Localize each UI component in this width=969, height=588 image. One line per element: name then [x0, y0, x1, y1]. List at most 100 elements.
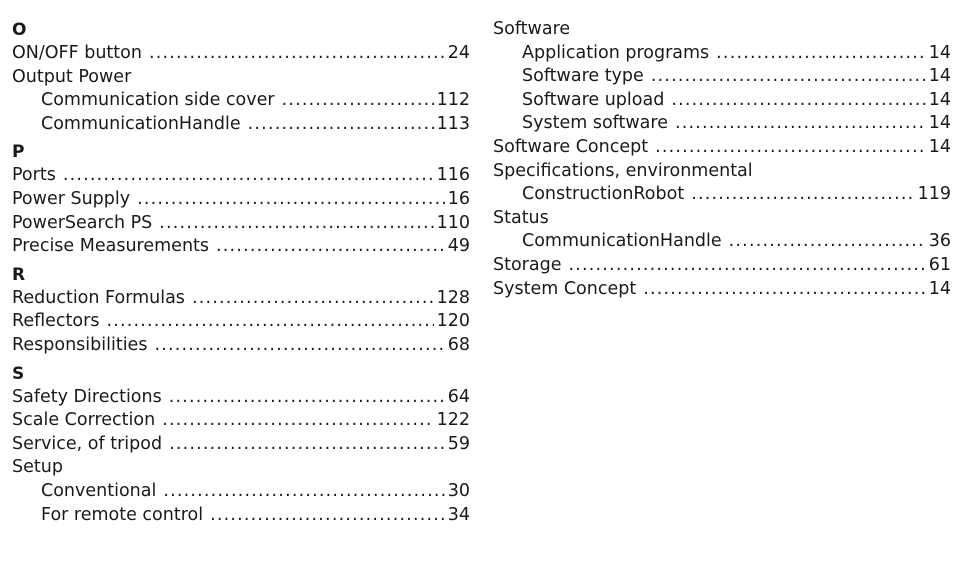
index-subentry: System software 14 — [493, 112, 951, 136]
entry-label: Service, of tripod — [12, 433, 163, 454]
entry-label: Storage — [493, 254, 562, 275]
entry-label: Reduction Formulas — [12, 287, 185, 308]
entry-page: 14 — [928, 136, 951, 157]
entry-label: ConstructionRobot — [522, 184, 685, 205]
index-subentry: Software upload 14 — [493, 89, 951, 113]
index-entry: Precise Measurements 49 — [12, 235, 470, 259]
section-letter-p: P — [12, 142, 25, 163]
entry-label: Safety Directions — [12, 386, 162, 407]
entry-page: 128 — [436, 287, 470, 308]
entry-page: 112 — [436, 90, 470, 111]
entry-label: Application programs — [522, 42, 710, 63]
dot-leader — [106, 310, 433, 334]
index-entry: Reduction Formulas 128 — [12, 287, 470, 311]
section-letter-o: O — [12, 20, 27, 40]
dot-leader — [675, 112, 926, 136]
entry-page: 24 — [447, 43, 470, 63]
entry-label: CommunicationHandle — [41, 113, 241, 134]
index-entry: Power Supply 16 — [12, 188, 470, 212]
index-column-right: Software Application programs 14 Softwar… — [493, 18, 951, 301]
index-entry: Status — [493, 207, 951, 231]
dot-leader — [216, 235, 445, 259]
index-entry: Responsibilities 68 — [12, 334, 470, 358]
dot-leader — [210, 504, 445, 528]
dot-leader — [671, 89, 925, 113]
entry-page: 14 — [928, 89, 951, 110]
entry-page: 110 — [436, 212, 470, 233]
entry-page: 34 — [447, 504, 470, 525]
index-entry: Ports 116 — [12, 164, 470, 188]
entry-label: ON/OFF button — [12, 43, 142, 63]
dot-leader — [137, 188, 445, 212]
dot-leader — [655, 136, 926, 160]
dot-leader — [149, 42, 445, 66]
entry-page: 49 — [447, 236, 470, 257]
dot-leader — [282, 89, 434, 113]
index-entry: Output Power — [12, 66, 470, 90]
entry-label: Reflectors — [12, 311, 100, 332]
entry-page: 14 — [928, 66, 951, 87]
index-subentry: Software type 14 — [493, 65, 951, 89]
index-subentry: ConstructionRobot 119 — [493, 183, 951, 207]
index-subentry: For remote control 34 — [12, 504, 470, 528]
entry-label: Output Power — [12, 66, 132, 87]
entry-page: 113 — [436, 113, 470, 134]
dot-leader — [154, 334, 444, 358]
entry-page: 16 — [447, 188, 470, 209]
entry-label: Scale Correction — [12, 410, 156, 431]
index-subentry: Application programs 14 — [493, 42, 951, 66]
entry-label: Setup — [12, 457, 63, 478]
entry-label: Software upload — [522, 89, 665, 110]
entry-label: CommunicationHandle — [522, 231, 722, 252]
index-entry: System Concept 14 — [493, 278, 951, 302]
index-entry: Software — [493, 18, 951, 42]
dot-leader — [643, 278, 926, 302]
index-entry: Setup — [12, 456, 470, 480]
dot-leader — [248, 113, 434, 137]
dot-leader — [163, 480, 444, 504]
entry-page: 119 — [917, 184, 951, 205]
index-entry: ON/OFF button 24 — [12, 42, 470, 66]
dot-leader — [716, 42, 926, 66]
index-subentry: CommunicationHandle 113 — [12, 113, 470, 137]
entry-label: Conventional — [41, 480, 157, 501]
section-letter-s: S — [12, 363, 25, 384]
index-entry: PowerSearch PS 110 — [12, 212, 470, 236]
dot-leader — [651, 65, 926, 89]
entry-page: 64 — [447, 386, 470, 407]
dot-leader — [162, 409, 433, 433]
entry-label: System software — [522, 113, 668, 134]
entry-label: For remote control — [41, 504, 204, 525]
index-entry: Specifications, environmental — [493, 160, 951, 184]
index-subentry: CommunicationHandle 36 — [493, 230, 951, 254]
entry-page: 30 — [447, 480, 470, 501]
entry-label: Power Supply — [12, 188, 131, 209]
entry-label: Responsibilities — [12, 334, 148, 355]
entry-label: Software type — [522, 66, 644, 87]
entry-page: 14 — [928, 113, 951, 134]
entry-page: 120 — [436, 311, 470, 332]
index-entry: Storage 61 — [493, 254, 951, 278]
entry-label: PowerSearch PS — [12, 212, 153, 233]
dot-leader — [169, 386, 445, 410]
entry-page: 122 — [436, 410, 470, 431]
entry-label: Software — [493, 19, 571, 39]
entry-page: 14 — [928, 42, 951, 63]
entry-label: Ports — [12, 165, 56, 186]
index-subentry: Communication side cover 112 — [12, 89, 470, 113]
section-letter-r: R — [12, 264, 26, 285]
index-entry: Software Concept 14 — [493, 136, 951, 160]
entry-label: System Concept — [493, 278, 637, 299]
entry-page: 59 — [447, 433, 470, 454]
dot-leader — [63, 164, 434, 188]
index-column-left: O ON/OFF button 24 Output Power Communic… — [12, 18, 470, 527]
dot-leader — [691, 183, 914, 207]
entry-label: Communication side cover — [41, 90, 275, 111]
index-entry: Scale Correction 122 — [12, 409, 470, 433]
index-entry: Safety Directions 64 — [12, 386, 470, 410]
entry-page: 14 — [928, 278, 951, 299]
dot-leader — [159, 212, 433, 236]
dot-leader — [169, 433, 445, 457]
index-entry: Service, of tripod 59 — [12, 433, 470, 457]
dot-leader — [192, 287, 434, 311]
